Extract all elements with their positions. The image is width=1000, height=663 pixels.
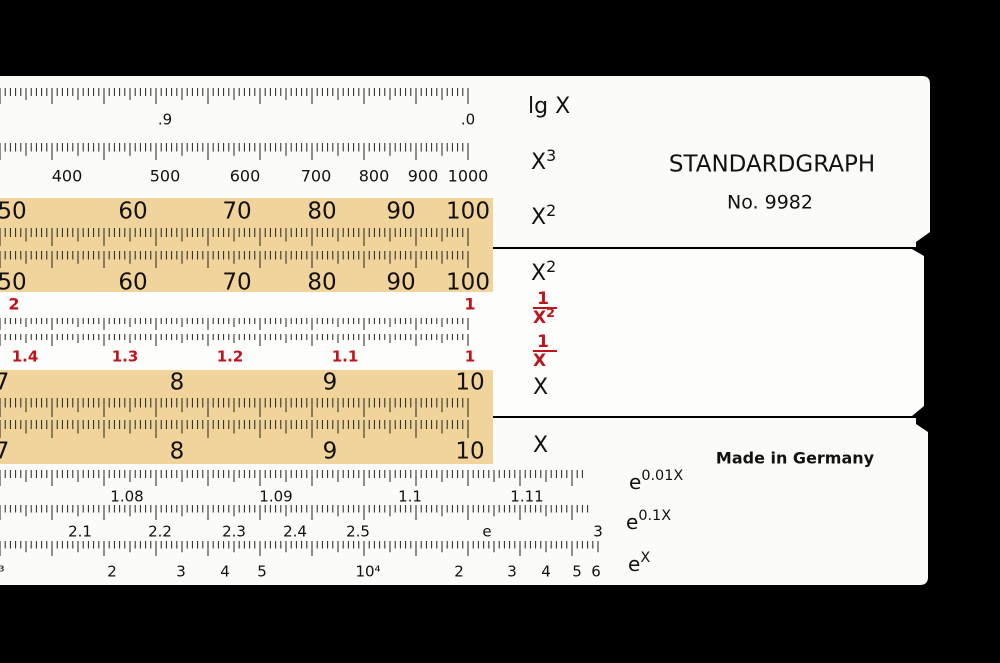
scale-number: 1.09 [259, 488, 292, 506]
scale-number: 7 [0, 439, 9, 465]
scale-number: 700 [301, 167, 332, 186]
scale-number: 5 [572, 563, 582, 581]
scale-label: X [533, 433, 548, 458]
scale-label: e0.1X [626, 508, 671, 534]
label-base: e [629, 470, 641, 494]
label-exponent: 2 [546, 306, 555, 321]
scale-number: 2 [454, 563, 464, 581]
label-exponent: 2 [546, 201, 556, 220]
scale-number: 1.2 [217, 348, 244, 366]
scale-number: 6 [591, 563, 601, 581]
scale-number: 2.3 [222, 523, 246, 541]
brand-name: STANDARDGRAPH [669, 152, 875, 178]
scale-label-numerator: 1 [537, 332, 549, 352]
model-number: No. 9982 [727, 192, 813, 214]
label-exponent: 0.01X [641, 468, 683, 484]
scale-number: 3 [176, 563, 186, 581]
scale-number: 2.4 [283, 523, 307, 541]
scale-number: 60 [118, 270, 147, 296]
scale-number: 1.11 [510, 488, 543, 506]
yellow-band [0, 370, 493, 464]
scale-number: 600 [230, 167, 261, 186]
scale-label: X3 [531, 146, 556, 176]
scale-number: 8 [170, 370, 185, 396]
scale-number: 500 [150, 167, 181, 186]
label-base: X [533, 351, 546, 371]
scale-label: X2 [531, 257, 556, 287]
scale-number: 3 [507, 563, 517, 581]
scale-label: X2 [531, 201, 556, 231]
scale-number: 8 [170, 439, 185, 465]
scale-number: 9 [323, 370, 338, 396]
scale-number: 2 [8, 295, 19, 314]
scale-number: 80 [307, 199, 336, 225]
scale-number: 900 [408, 167, 439, 186]
scale-number: 90 [386, 270, 415, 296]
label-base: X [531, 261, 546, 286]
scale-label: X [533, 375, 548, 400]
scale-number: 3 [593, 523, 603, 541]
scale-number: 1.3 [112, 348, 139, 366]
scale-number: e [482, 523, 491, 541]
scale-number: 90 [386, 199, 415, 225]
scale-number: 4 [220, 563, 230, 581]
scale-number: 400 [52, 167, 83, 186]
scale-number: 10 [455, 370, 484, 396]
scale-number: 1.1 [332, 348, 359, 366]
label-base: X [531, 150, 546, 175]
scale-label: e0.01X [629, 468, 683, 494]
origin: Made in Germany [716, 449, 875, 468]
scale-number: 10⁴ [355, 563, 380, 581]
scale-number: .0 [461, 111, 475, 129]
scale-number: 2.1 [68, 523, 92, 541]
scale-label-denominator: X2 [533, 306, 555, 329]
scale-number: 60 [118, 199, 147, 225]
scale-number: 70 [222, 270, 251, 296]
scale-number: 1 [465, 348, 475, 366]
scale-number: 1.1 [398, 488, 422, 506]
scale-number: 1.4 [12, 348, 39, 366]
scale-number: 800 [359, 167, 390, 186]
label-base: X [531, 205, 546, 230]
scale-number: .9 [158, 111, 172, 129]
scale-number: 5 [257, 563, 267, 581]
scale-number: 2.2 [148, 523, 172, 541]
scale-number: 4 [541, 563, 551, 581]
scale-number: 80 [307, 270, 336, 296]
scale-number: 2 [107, 563, 117, 581]
scale-label: lg X [528, 94, 570, 119]
yellow-band [0, 198, 493, 292]
scale-number: 10 [455, 439, 484, 465]
label-exponent: X [640, 550, 650, 566]
scale-number: 10³ [0, 563, 5, 581]
scale-number: 1.08 [110, 488, 143, 506]
label-base: e [628, 552, 640, 576]
scale-number: 100 [446, 270, 490, 296]
label-base: X [533, 308, 546, 328]
label-base: X [533, 433, 548, 458]
scale-number: 50 [0, 199, 27, 225]
scale-label-denominator: X [533, 351, 546, 371]
label-exponent: 3 [546, 146, 556, 165]
label-base: e [626, 510, 638, 534]
scale-number: 7 [0, 370, 9, 396]
scale-number: 70 [222, 199, 251, 225]
scale-number: 9 [323, 439, 338, 465]
scale-number: 2.5 [346, 523, 370, 541]
scale-label-numerator: 1 [537, 289, 549, 309]
scale-number: 100 [446, 199, 490, 225]
scale-number: 1 [464, 295, 475, 314]
scale-number: 50 [0, 270, 27, 296]
label-exponent: 0.1X [638, 508, 671, 524]
scale-label: eX [628, 550, 650, 576]
label-exponent: 2 [546, 257, 556, 276]
label-base: X [533, 375, 548, 400]
scale-number: 1000 [448, 167, 489, 186]
